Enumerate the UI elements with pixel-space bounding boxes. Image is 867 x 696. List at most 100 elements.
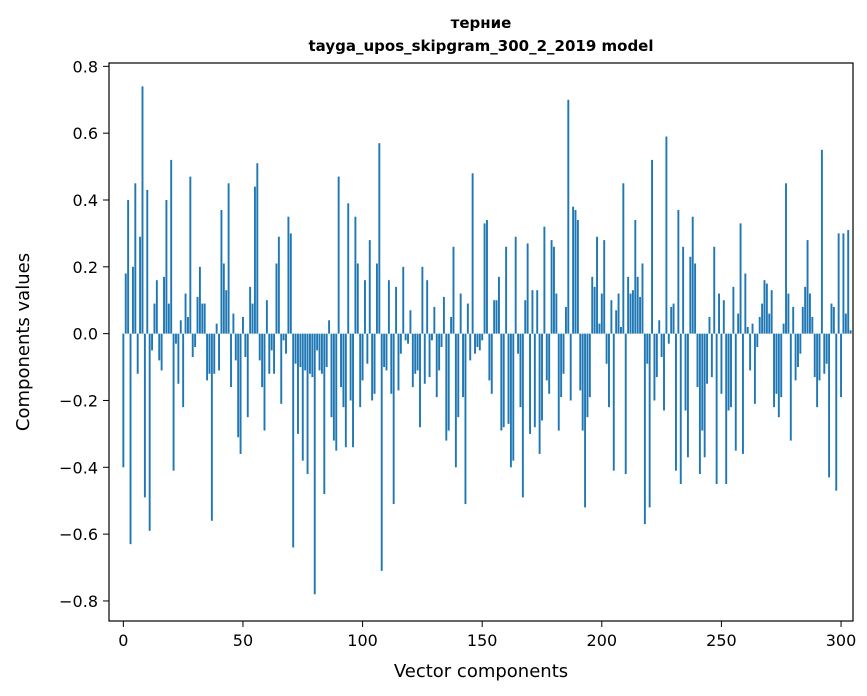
bar-207	[617, 293, 620, 334]
bar-131	[435, 333, 438, 398]
bar-81	[316, 333, 319, 351]
bar-56	[256, 163, 259, 334]
bar-282	[797, 333, 799, 368]
bar-189	[574, 210, 577, 334]
bar-174	[538, 333, 541, 454]
bar-67	[282, 333, 285, 341]
bar-83	[320, 333, 323, 374]
bar-246	[710, 333, 713, 378]
bar-209	[622, 183, 625, 334]
bar-14	[155, 280, 158, 334]
bar-182	[557, 333, 560, 431]
bar-190	[576, 220, 579, 334]
bar-37	[210, 333, 213, 521]
bar-251	[722, 300, 725, 334]
bar-54	[251, 303, 254, 334]
bar-138	[452, 246, 455, 334]
bar-167	[521, 333, 524, 498]
bar-224	[658, 320, 661, 334]
y-tick-label: −0.8	[59, 592, 98, 611]
bar-118	[404, 333, 407, 341]
y-tick-label: 0.6	[73, 124, 98, 143]
bar-130	[433, 306, 436, 334]
bar-88	[332, 333, 335, 441]
bar-47	[234, 333, 237, 361]
bar-32	[198, 266, 201, 334]
bar-231	[675, 333, 677, 471]
bar-193	[584, 333, 587, 508]
bar-208	[619, 326, 622, 334]
bar-195	[588, 333, 591, 398]
bar-128	[428, 333, 431, 378]
bar-184	[562, 333, 565, 374]
bar-123	[416, 333, 419, 371]
bar-102	[366, 333, 369, 364]
bar-57	[258, 333, 261, 361]
bar-79	[311, 333, 314, 378]
bar-222	[653, 333, 656, 401]
bar-280	[792, 306, 795, 334]
bar-162	[509, 333, 512, 468]
bar-171	[531, 290, 534, 334]
bar-260	[744, 273, 747, 334]
bar-124	[419, 333, 421, 428]
x-tick-label: 150	[467, 631, 498, 650]
bar-264	[753, 333, 756, 404]
bar-30	[194, 333, 197, 348]
bar-17	[163, 276, 165, 334]
bar-250	[720, 333, 723, 394]
bar-119	[407, 333, 409, 344]
y-tick-label: −0.6	[59, 525, 98, 544]
bar-196	[591, 276, 594, 334]
y-axis-ticks: −0.8 −0.6 −0.4 −0.2 0.0 0.2 0.4 0.6 0.8	[59, 57, 109, 611]
bar-253	[727, 333, 730, 411]
bar-178	[548, 333, 551, 394]
bar-226	[663, 333, 665, 411]
bar-98	[356, 263, 359, 334]
bar-51	[244, 333, 247, 358]
bar-168	[524, 300, 527, 334]
bar-217	[641, 263, 644, 334]
bar-103	[368, 240, 371, 334]
bar-155	[493, 300, 496, 334]
bar-59	[263, 333, 266, 431]
bar-218	[643, 333, 646, 525]
bar-255	[732, 286, 735, 334]
bar-186	[567, 99, 570, 334]
bar-259	[742, 333, 744, 454]
bar-176	[543, 226, 546, 334]
bar-7	[139, 236, 142, 334]
bar-213	[631, 290, 634, 334]
bar-294	[825, 333, 828, 364]
bar-163	[512, 333, 515, 461]
bar-20	[170, 159, 173, 334]
bar-170	[529, 333, 531, 434]
bar-154	[490, 333, 493, 394]
bar-277	[785, 183, 787, 334]
bar-21	[172, 333, 175, 471]
bar-221	[651, 159, 653, 334]
bar-45	[230, 333, 232, 388]
bar-137	[450, 316, 453, 334]
bar-139	[454, 333, 457, 468]
y-tick-label: 0.4	[73, 191, 98, 210]
bar-142	[462, 333, 465, 398]
bar-268	[763, 280, 766, 334]
bar-291	[818, 333, 821, 381]
bar-29	[191, 333, 194, 358]
bar-179	[550, 240, 553, 334]
bar-269	[765, 283, 768, 334]
bar-302	[844, 313, 847, 334]
bar-166	[519, 333, 522, 408]
bar-151	[483, 223, 486, 334]
bar-256	[734, 333, 737, 451]
bar-89	[335, 333, 338, 451]
bar-244	[706, 333, 709, 384]
bar-274	[777, 333, 780, 418]
chart-title: терние	[451, 14, 512, 32]
bar-75	[301, 333, 304, 461]
bar-26	[184, 293, 187, 334]
bar-84	[323, 333, 326, 495]
bar-4	[131, 266, 134, 334]
bar-9	[143, 333, 146, 498]
